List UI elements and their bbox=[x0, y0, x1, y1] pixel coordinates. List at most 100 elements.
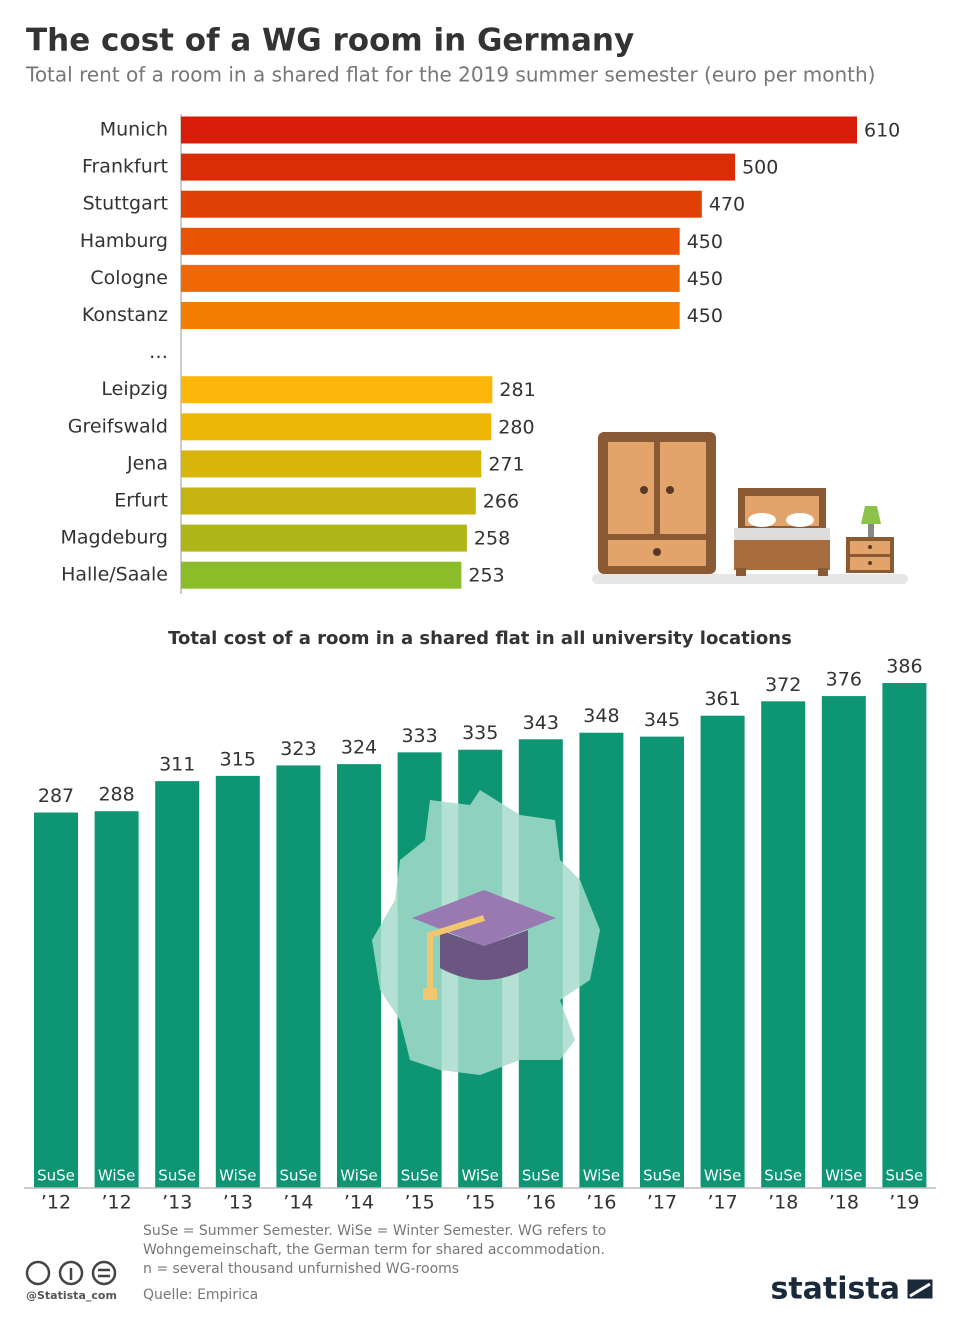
value-label: 386 bbox=[886, 656, 922, 678]
y-tick-label: Hamburg bbox=[80, 230, 168, 252]
bar bbox=[155, 781, 200, 1188]
value-label: 324 bbox=[341, 737, 377, 759]
y-tick-label: Munich bbox=[100, 119, 168, 141]
value-label: 376 bbox=[826, 669, 862, 691]
semester-label: WiSe bbox=[704, 1167, 741, 1185]
x-tick-label: ’12 bbox=[41, 1192, 71, 1214]
bar bbox=[94, 811, 139, 1188]
value-label: 281 bbox=[499, 379, 535, 401]
x-tick-label: ’17 bbox=[647, 1192, 677, 1214]
subtitle: Total rent of a room in a shared flat fo… bbox=[25, 63, 875, 87]
bar bbox=[821, 696, 866, 1188]
y-tick-label: Erfurt bbox=[114, 490, 168, 512]
value-label: 280 bbox=[498, 416, 534, 438]
semester-label: WiSe bbox=[583, 1167, 620, 1185]
y-tick-label: Greifswald bbox=[68, 415, 168, 437]
y-tick-label: Frankfurt bbox=[82, 156, 168, 178]
notes: SuSe = Summer Semester. WiSe = Winter Se… bbox=[143, 1223, 606, 1303]
x-tick-label: ’16 bbox=[586, 1192, 616, 1214]
bar bbox=[181, 302, 680, 329]
bar bbox=[181, 190, 702, 218]
x-tick-label: ’14 bbox=[344, 1192, 374, 1214]
value-label: 333 bbox=[401, 725, 437, 747]
semester-label: WiSe bbox=[340, 1167, 377, 1185]
semester-label: WiSe bbox=[825, 1167, 862, 1185]
bar bbox=[181, 524, 467, 552]
value-label: 345 bbox=[644, 709, 680, 731]
note: n = several thousand unfurnished WG-room… bbox=[143, 1261, 459, 1277]
x-tick-label: ’13 bbox=[162, 1192, 192, 1214]
y-tick-label: Jena bbox=[126, 452, 168, 474]
x-tick-label: ’17 bbox=[707, 1192, 737, 1214]
value-label: 372 bbox=[765, 674, 801, 696]
note: SuSe = Summer Semester. WiSe = Winter Se… bbox=[143, 1223, 606, 1239]
semester-label: WiSe bbox=[461, 1167, 498, 1185]
license-icons bbox=[25, 1260, 117, 1286]
brand: statista bbox=[770, 1272, 900, 1307]
value-label: 335 bbox=[462, 722, 498, 744]
semester-label: SuSe bbox=[764, 1167, 802, 1185]
title: The cost of a WG room in Germany bbox=[26, 23, 634, 59]
bar bbox=[181, 227, 680, 255]
value-label: 610 bbox=[864, 120, 900, 142]
bar bbox=[761, 701, 806, 1188]
handle: @Statista_com bbox=[26, 1289, 117, 1302]
semester-label: SuSe bbox=[886, 1167, 924, 1185]
value-label: 500 bbox=[742, 157, 778, 179]
bar bbox=[276, 765, 321, 1188]
y-tick-label: Halle/Saale bbox=[61, 564, 168, 586]
source: Quelle: Empirica bbox=[143, 1287, 258, 1303]
value-label: 311 bbox=[159, 754, 195, 776]
value-label: 258 bbox=[474, 528, 510, 550]
y-tick-label: Leipzig bbox=[101, 378, 168, 400]
x-tick-label: ’15 bbox=[404, 1192, 434, 1214]
value-label: 271 bbox=[488, 453, 524, 475]
x-tick-label: ’18 bbox=[829, 1192, 859, 1214]
value-label: 450 bbox=[687, 268, 723, 290]
y-tick-label: … bbox=[149, 341, 168, 363]
x-tick-label: ’15 bbox=[465, 1192, 495, 1214]
value-label: 450 bbox=[687, 305, 723, 327]
value-label: 323 bbox=[280, 738, 316, 760]
semester-label: WiSe bbox=[98, 1167, 135, 1185]
y-tick-label: Stuttgart bbox=[83, 193, 168, 215]
value-label: 288 bbox=[98, 784, 134, 806]
y-tick-label: Magdeburg bbox=[61, 527, 169, 549]
bar bbox=[181, 413, 492, 441]
value-label: 450 bbox=[687, 231, 723, 253]
value-label: 315 bbox=[220, 748, 256, 770]
semester-label: SuSe bbox=[643, 1167, 681, 1185]
y-tick-label: Konstanz bbox=[82, 304, 168, 326]
semester-label: SuSe bbox=[158, 1167, 196, 1185]
value-label: 348 bbox=[583, 705, 619, 727]
semester-label: SuSe bbox=[37, 1167, 75, 1185]
bar bbox=[181, 450, 482, 478]
value-label: 343 bbox=[523, 712, 559, 734]
semester-label: SuSe bbox=[280, 1167, 318, 1185]
bar bbox=[181, 153, 736, 181]
value-label: 470 bbox=[709, 194, 745, 216]
bar bbox=[34, 812, 78, 1188]
bar bbox=[700, 715, 745, 1188]
bar bbox=[882, 683, 927, 1188]
bar bbox=[181, 376, 493, 404]
semester-label: WiSe bbox=[219, 1167, 256, 1185]
chart-title: Total cost of a room in a shared flat in… bbox=[168, 628, 792, 649]
semester-label: SuSe bbox=[522, 1167, 560, 1185]
bar bbox=[181, 116, 857, 144]
x-tick-label: ’19 bbox=[889, 1192, 919, 1214]
bar bbox=[181, 264, 680, 292]
bar bbox=[181, 561, 462, 589]
x-tick-label: ’12 bbox=[101, 1192, 131, 1214]
y-tick-label: Cologne bbox=[90, 267, 168, 289]
semester-label: SuSe bbox=[401, 1167, 439, 1185]
value-label: 266 bbox=[483, 491, 519, 513]
x-tick-label: ’13 bbox=[223, 1192, 253, 1214]
bar bbox=[181, 487, 476, 515]
value-label: 253 bbox=[468, 565, 504, 587]
brand-mark bbox=[904, 1276, 936, 1302]
note: Wohngemeinschaft, the German term for sh… bbox=[143, 1242, 605, 1258]
value-label: 287 bbox=[38, 785, 74, 807]
value-label: 361 bbox=[704, 688, 740, 710]
